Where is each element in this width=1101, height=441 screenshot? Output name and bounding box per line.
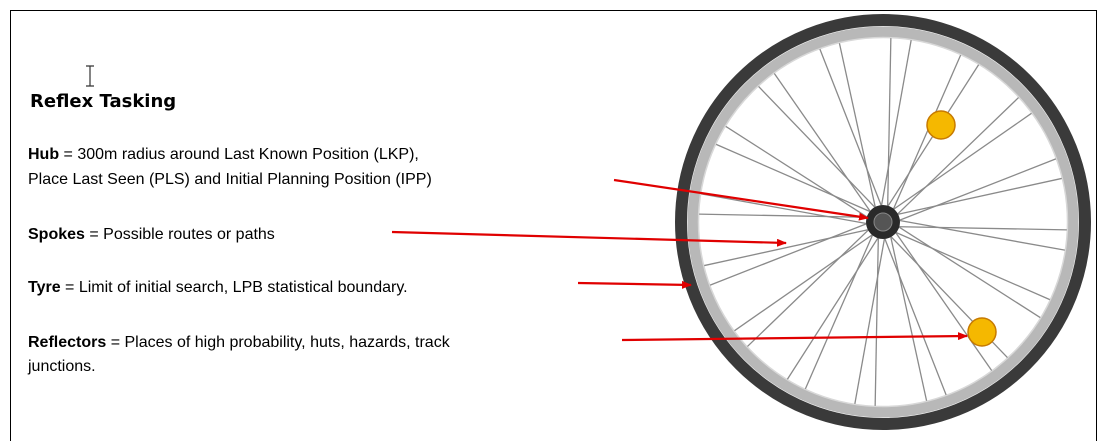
reflector: [967, 317, 997, 347]
reflector: [926, 110, 956, 140]
spokes: [699, 38, 1067, 406]
item-line: Reflectors = Places of high probability,…: [28, 334, 451, 351]
spoke: [804, 230, 876, 390]
description: = 300m radius around Last Known Position…: [59, 146, 419, 163]
spoke: [886, 38, 892, 211]
spoke: [884, 64, 980, 211]
spoke: [892, 177, 1062, 216]
term: Spokes: [28, 226, 85, 243]
spoke: [880, 40, 912, 211]
spoke: [882, 233, 947, 396]
title: Reflex Tasking: [30, 91, 176, 112]
spoke: [894, 219, 1065, 251]
spoke: [891, 229, 1051, 301]
item-line: Hub = 300m radius around Last Known Posi…: [28, 146, 419, 163]
wheel: [675, 14, 1091, 430]
spoke: [893, 97, 1019, 218]
spoke: [889, 112, 1032, 213]
item-line: Place Last Seen (PLS) and Initial Planni…: [28, 171, 432, 188]
rim-edge: [697, 36, 1069, 408]
description: = Places of high probability, huts, haza…: [106, 334, 450, 351]
spoke: [874, 233, 880, 406]
spoke: [838, 43, 877, 213]
description: = Possible routes or paths: [85, 226, 275, 243]
spoke: [709, 221, 872, 286]
rim: [687, 26, 1079, 418]
arrow: [577, 280, 692, 289]
spoke: [894, 158, 1057, 223]
tyre: [675, 14, 1091, 430]
item-line: junctions.: [27, 358, 96, 375]
page-frame: [10, 10, 1097, 441]
term: Reflectors: [28, 334, 106, 351]
spoke: [889, 231, 928, 401]
term: Tyre: [28, 279, 61, 296]
spoke: [819, 48, 884, 211]
item-line: Tyre = Limit of initial search, LPB stat…: [28, 279, 408, 296]
spoke: [725, 125, 872, 221]
spoke: [894, 223, 1041, 319]
spoke: [734, 231, 877, 332]
spoke: [786, 233, 882, 380]
hub-center: [873, 212, 893, 232]
spoke: [854, 233, 886, 404]
spoke: [715, 143, 875, 215]
spoke: [894, 225, 1067, 231]
spoke: [704, 228, 874, 267]
arrows: [391, 178, 968, 342]
spoke: [701, 193, 872, 225]
spoke: [699, 213, 872, 219]
spoke: [890, 54, 962, 214]
item-line: Spokes = Possible routes or paths: [28, 226, 275, 243]
term: Hub: [28, 146, 59, 163]
text-cursor: [86, 65, 94, 87]
spoke: [758, 86, 879, 212]
arrow: [621, 332, 968, 342]
arrow: [391, 230, 787, 247]
arrow: [613, 178, 869, 221]
spoke: [892, 228, 993, 371]
spoke: [747, 226, 873, 347]
description: = Limit of initial search, LPB statistic…: [61, 279, 408, 296]
spoke: [773, 73, 874, 216]
